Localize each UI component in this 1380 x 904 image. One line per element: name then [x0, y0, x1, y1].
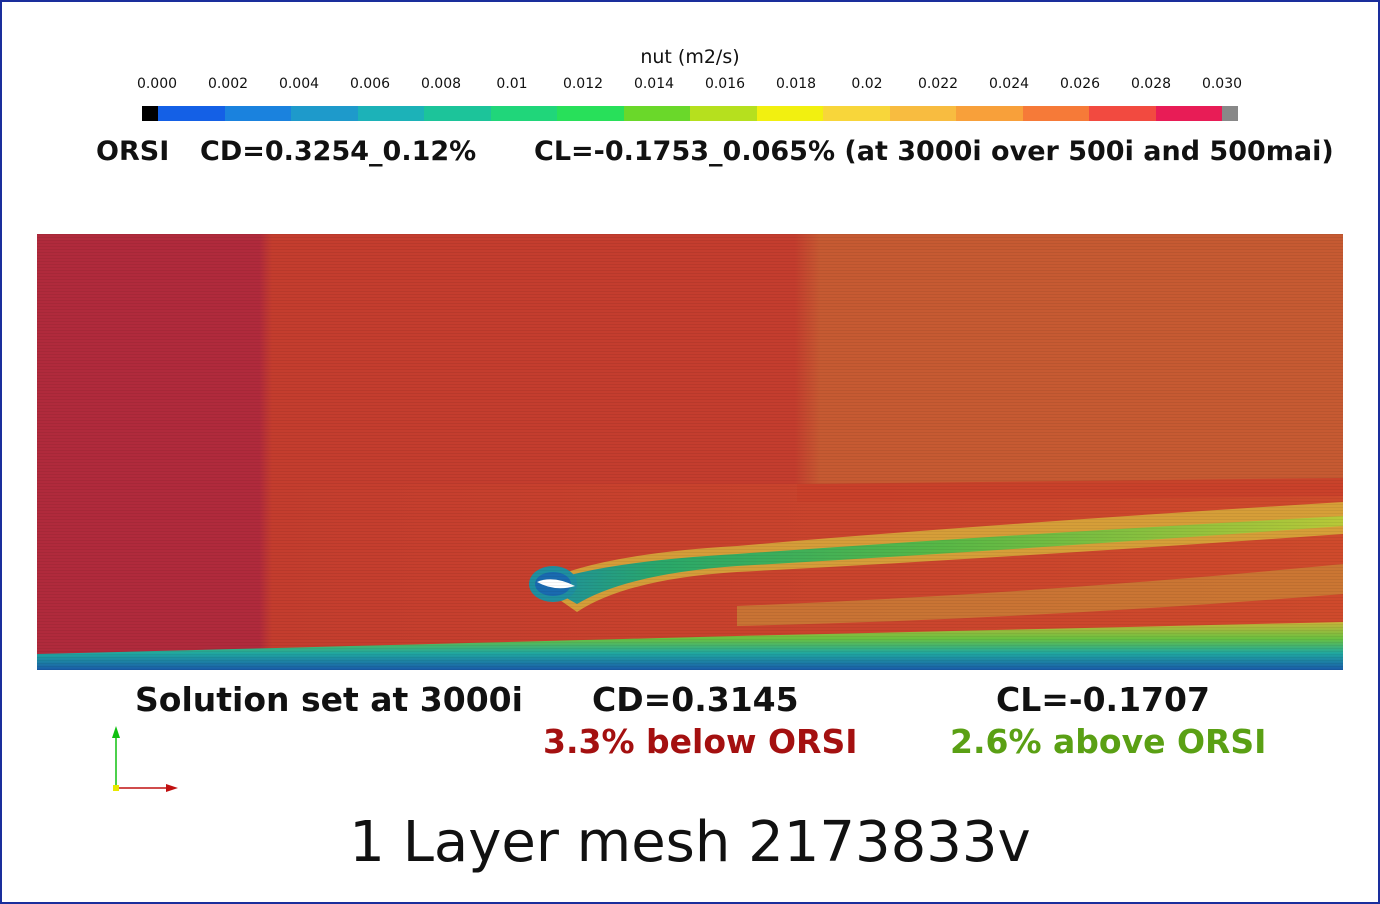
nut-contour-plot [37, 234, 1343, 670]
reference-cl: CL=-0.1753_0.065% (at 3000i over 500i an… [534, 136, 1334, 167]
reference-cd: CD=0.3254_0.12% [200, 136, 477, 167]
colorbar-tick-label: 0.006 [349, 76, 391, 92]
colorbar-tick-label: 0.016 [704, 76, 746, 92]
flow-field-view[interactable] [37, 234, 1343, 670]
colorbar [142, 106, 1238, 121]
colorbar-title: nut (m2/s) [640, 46, 740, 68]
colorbar-tick-label: 0.030 [1201, 76, 1243, 92]
colorbar-tick-label: 0.01 [496, 76, 528, 92]
colorbar-tick-label: 0.004 [278, 76, 320, 92]
solution-label: Solution set at 3000i [135, 680, 523, 719]
colorbar-tick-label: 0.012 [562, 76, 604, 92]
colorbar-tick-label: 0.028 [1130, 76, 1172, 92]
colorbar-tick-label: 0.022 [917, 76, 959, 92]
colorbar-tick-label: 0.002 [207, 76, 249, 92]
colorbar-tick-label: 0.02 [851, 76, 883, 92]
colorbar-tick-label: 0.014 [633, 76, 675, 92]
mesh-title: 1 Layer mesh 2173833v [349, 810, 1031, 875]
result-cd: CD=0.3145 [592, 680, 799, 719]
result-cl-delta: 2.6% above ORSI [950, 722, 1267, 761]
colorbar-tick-label: 0.024 [988, 76, 1030, 92]
colorbar-tick-label: 0.026 [1059, 76, 1101, 92]
result-cd-delta: 3.3% below ORSI [543, 722, 858, 761]
colorbar-tick-label: 0.008 [420, 76, 462, 92]
result-cl: CL=-0.1707 [996, 680, 1210, 719]
colorbar-tick-label: 0.018 [775, 76, 817, 92]
orientation-axes-icon [112, 726, 178, 792]
reference-label: ORSI [96, 136, 170, 167]
colorbar-tick-label: 0.000 [136, 76, 178, 92]
